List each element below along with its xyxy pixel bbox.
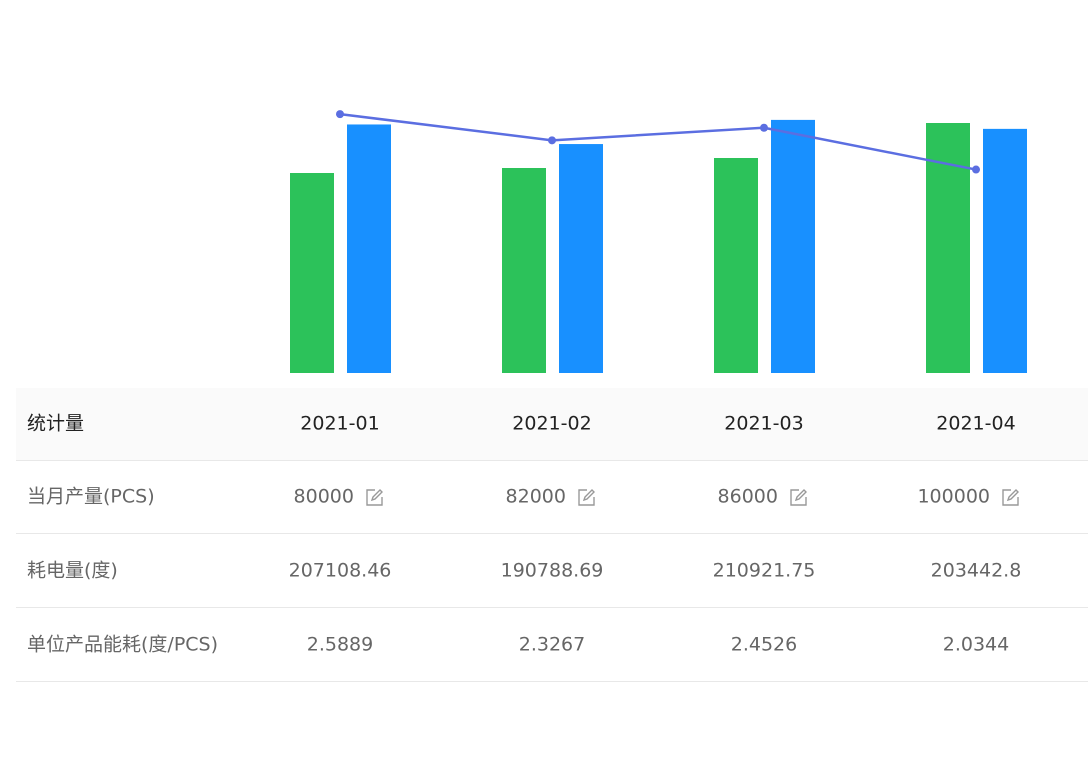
- edit-icon-box: [366, 489, 383, 506]
- edit-icon[interactable]: [578, 489, 595, 506]
- column-header: 2021-04: [936, 413, 1015, 435]
- bar-power: [347, 124, 391, 373]
- edit-icon[interactable]: [790, 489, 807, 506]
- cell-value: 207108.46: [289, 560, 392, 582]
- row-label: 耗电量(度): [27, 560, 118, 582]
- column-header: 2021-01: [300, 413, 379, 435]
- cell-value: 190788.69: [501, 560, 604, 582]
- cell-value: 2.5889: [307, 634, 373, 656]
- row-label: 当月产量(PCS): [27, 486, 155, 508]
- cell-value: 86000: [718, 486, 778, 508]
- line-point: [548, 136, 556, 145]
- line-point: [760, 123, 768, 132]
- cell-value: 2.4526: [731, 634, 797, 656]
- bar-production: [290, 173, 334, 373]
- edit-icon-box: [1002, 489, 1019, 506]
- cell-value: 82000: [506, 486, 566, 508]
- line-point: [336, 110, 344, 119]
- cell-value: 2.3267: [519, 634, 585, 656]
- column-header: 2021-03: [724, 413, 803, 435]
- cell-value: 80000: [294, 486, 354, 508]
- edit-icon-pen: [582, 489, 595, 502]
- table-header-bg: [16, 388, 1088, 460]
- column-header: 2021-02: [512, 413, 591, 435]
- line-point: [972, 165, 980, 174]
- edit-icon-pen: [370, 489, 383, 502]
- edit-icon-box: [578, 489, 595, 506]
- bar-production: [714, 158, 758, 373]
- bar-production: [502, 168, 546, 373]
- row-header-title: 统计量: [27, 413, 84, 435]
- bar-power: [983, 128, 1027, 373]
- cell-value: 210921.75: [713, 560, 816, 582]
- bar-power: [771, 119, 815, 374]
- bar-power: [559, 144, 603, 373]
- edit-icon-pen: [794, 489, 807, 502]
- edit-icon[interactable]: [1002, 489, 1019, 506]
- cell-value: 100000: [917, 486, 990, 508]
- edit-icon[interactable]: [366, 489, 383, 506]
- cell-value: 203442.8: [931, 560, 1022, 582]
- edit-icon-box: [790, 489, 807, 506]
- row-label: 单位产品能耗(度/PCS): [27, 634, 218, 656]
- line-energy: [339, 112, 977, 171]
- edit-icon-pen: [1006, 489, 1019, 502]
- cell-value: 2.0344: [943, 634, 1009, 656]
